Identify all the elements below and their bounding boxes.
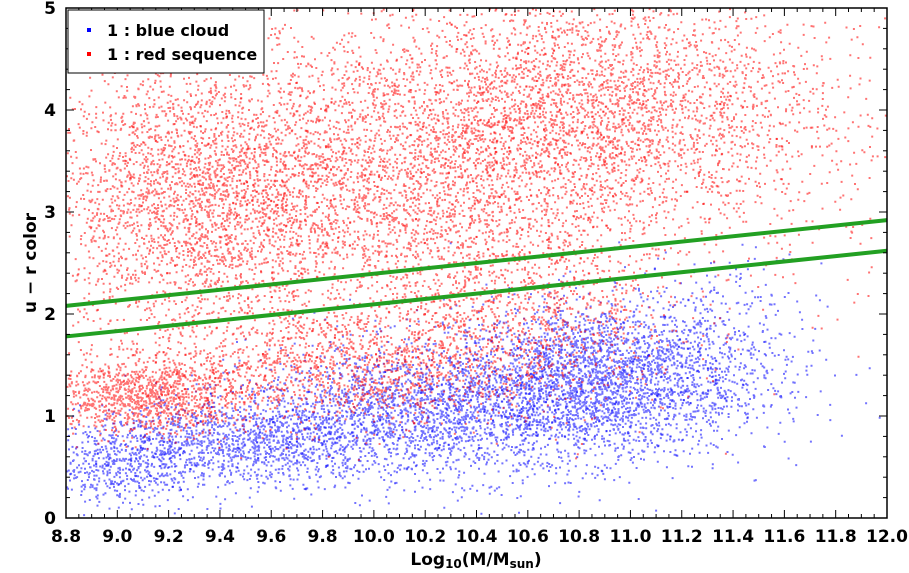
series-blue-cloud xyxy=(66,241,881,517)
x-tick-label: 11.2 xyxy=(661,527,703,547)
x-tick-label: 9.2 xyxy=(154,527,184,547)
x-tick-label: 10.8 xyxy=(558,527,600,547)
legend-label-red: 1 : red sequence xyxy=(107,45,257,64)
x-axis-label: Log10(M/Msun) xyxy=(410,550,541,571)
y-tick-label: 5 xyxy=(44,0,56,19)
legend-marker-red xyxy=(87,52,91,56)
x-tick-label: 9.8 xyxy=(308,527,338,547)
legend-box xyxy=(67,9,265,74)
x-tick-label: 11.8 xyxy=(815,527,857,547)
x-tick-labels: 8.8 9.0 9.2 9.4 9.6 9.8 10.0 10.2 10.4 10.6 10.8 11… xyxy=(51,527,908,547)
data-point-cluster xyxy=(66,316,315,450)
x-tick-label: 11.6 xyxy=(763,527,805,547)
x-tick-label: 11.0 xyxy=(609,527,651,547)
x-tick-label: 9.0 xyxy=(102,527,132,547)
x-tick-label: 10.0 xyxy=(353,527,395,547)
data-point-cluster xyxy=(69,255,690,461)
legend-label-blue: 1 : blue cloud xyxy=(107,21,229,40)
y-tick-label: 2 xyxy=(44,305,56,325)
legend: 1 : blue cloud 1 : red sequence xyxy=(67,9,265,74)
y-axis-label: u − r color xyxy=(21,212,41,313)
x-tick-label: 10.4 xyxy=(456,527,498,547)
x-tick-label: 9.4 xyxy=(205,527,235,547)
points-layer xyxy=(66,8,887,517)
y-tick-label: 4 xyxy=(44,101,56,121)
y-tick-label: 3 xyxy=(44,203,56,223)
legend-marker-blue xyxy=(87,28,91,32)
upper-divider-line xyxy=(65,218,888,308)
y-tick-label: 1 xyxy=(44,407,56,427)
x-tick-label: 12.0 xyxy=(866,527,908,547)
x-tick-label: 11.4 xyxy=(712,527,754,547)
x-tick-label: 9.6 xyxy=(256,527,286,547)
x-tick-label: 10.2 xyxy=(404,527,446,547)
series-red-sequence xyxy=(66,8,887,461)
data-point-cluster xyxy=(66,374,225,517)
y-tick-label: 0 xyxy=(44,509,56,529)
x-tick-label: 10.6 xyxy=(507,527,549,547)
data-point-cluster xyxy=(520,243,881,468)
data-point-cluster xyxy=(154,303,812,515)
x-tick-label: 8.8 xyxy=(51,527,81,547)
y-tick-labels: 0 1 2 3 4 5 xyxy=(44,0,56,529)
lower-divider-line xyxy=(65,248,888,339)
data-point-cluster xyxy=(67,367,524,510)
dividing-lines xyxy=(65,218,888,339)
